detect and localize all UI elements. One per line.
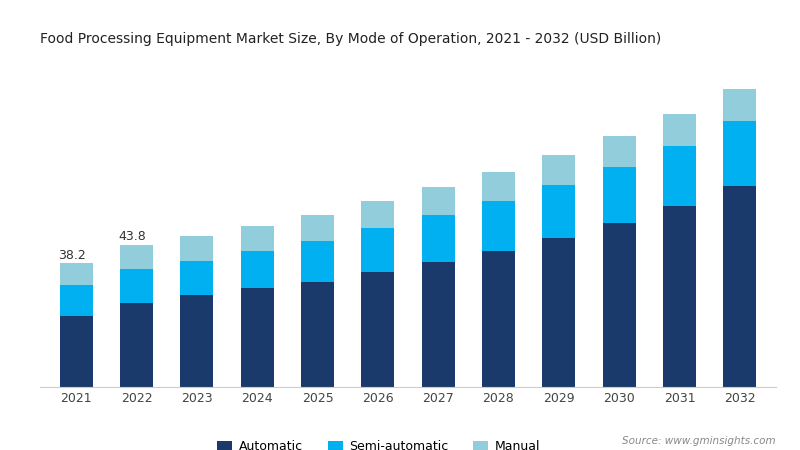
Bar xyxy=(60,263,93,285)
Bar xyxy=(180,236,214,261)
Bar xyxy=(422,262,454,387)
Legend: Automatic, Semi-automatic, Manual: Automatic, Semi-automatic, Manual xyxy=(212,435,545,450)
Bar xyxy=(723,186,756,387)
Bar xyxy=(422,187,454,215)
Bar xyxy=(482,201,515,251)
Bar xyxy=(362,228,394,272)
Text: 38.2: 38.2 xyxy=(58,248,86,261)
Bar xyxy=(602,223,636,387)
Bar xyxy=(663,206,696,387)
Bar xyxy=(120,245,153,269)
Bar xyxy=(180,261,214,295)
Bar xyxy=(422,215,454,262)
Bar xyxy=(241,251,274,288)
Text: Food Processing Equipment Market Size, By Mode of Operation, 2021 - 2032 (USD Bi: Food Processing Equipment Market Size, B… xyxy=(40,32,662,45)
Bar xyxy=(60,285,93,316)
Text: 43.8: 43.8 xyxy=(118,230,146,243)
Bar xyxy=(482,171,515,201)
Bar xyxy=(663,146,696,206)
Bar xyxy=(241,225,274,251)
Bar xyxy=(723,89,756,122)
Bar xyxy=(120,269,153,303)
Bar xyxy=(482,251,515,387)
Bar xyxy=(180,295,214,387)
Bar xyxy=(301,215,334,241)
Text: Source: www.gminsights.com: Source: www.gminsights.com xyxy=(622,436,776,446)
Bar xyxy=(602,166,636,223)
Bar xyxy=(362,201,394,228)
Bar xyxy=(542,184,575,238)
Bar xyxy=(241,288,274,387)
Bar xyxy=(542,155,575,184)
Bar xyxy=(542,238,575,387)
Bar xyxy=(301,282,334,387)
Bar xyxy=(602,136,636,166)
Bar xyxy=(60,316,93,387)
Bar xyxy=(120,303,153,387)
Bar xyxy=(362,272,394,387)
Bar xyxy=(663,114,696,146)
Bar xyxy=(301,241,334,282)
Bar xyxy=(723,122,756,186)
